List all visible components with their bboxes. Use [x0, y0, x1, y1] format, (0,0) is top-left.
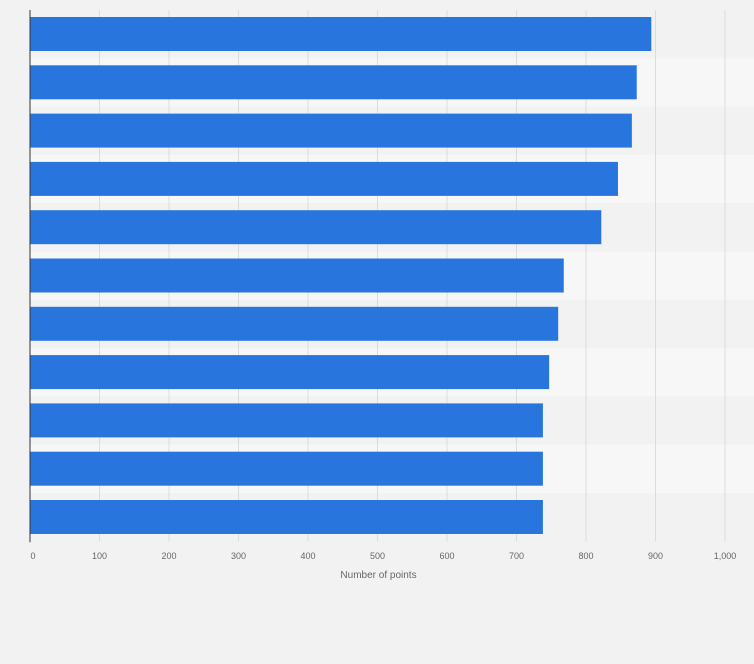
bars [30, 17, 652, 534]
bar [30, 113, 632, 148]
x-tick-label: 700 [509, 551, 524, 561]
bar [30, 210, 602, 245]
bar [30, 258, 564, 293]
bar [30, 17, 652, 51]
x-tick-label: 400 [300, 551, 315, 561]
bar [30, 451, 543, 486]
x-tick-label: 900 [648, 551, 663, 561]
bar [30, 306, 559, 341]
x-tick-label: 100 [92, 551, 107, 561]
x-tick-label: 200 [161, 551, 176, 561]
bar [30, 161, 618, 196]
x-tick-label: 1,000 [714, 551, 737, 561]
x-tick-label: 800 [578, 551, 593, 561]
x-axis-label: Number of points [340, 570, 416, 581]
bar [30, 403, 543, 438]
x-tick-label: 600 [439, 551, 454, 561]
bar [30, 65, 637, 100]
x-tick-label: 0 [30, 551, 35, 561]
x-tick-label: 300 [231, 551, 246, 561]
x-tick-labels: 0 100 200 300 400 500 600 700 800 900 1,000 [30, 551, 736, 561]
bar [30, 500, 543, 534]
bar [30, 355, 550, 390]
x-tick-label: 500 [370, 551, 385, 561]
